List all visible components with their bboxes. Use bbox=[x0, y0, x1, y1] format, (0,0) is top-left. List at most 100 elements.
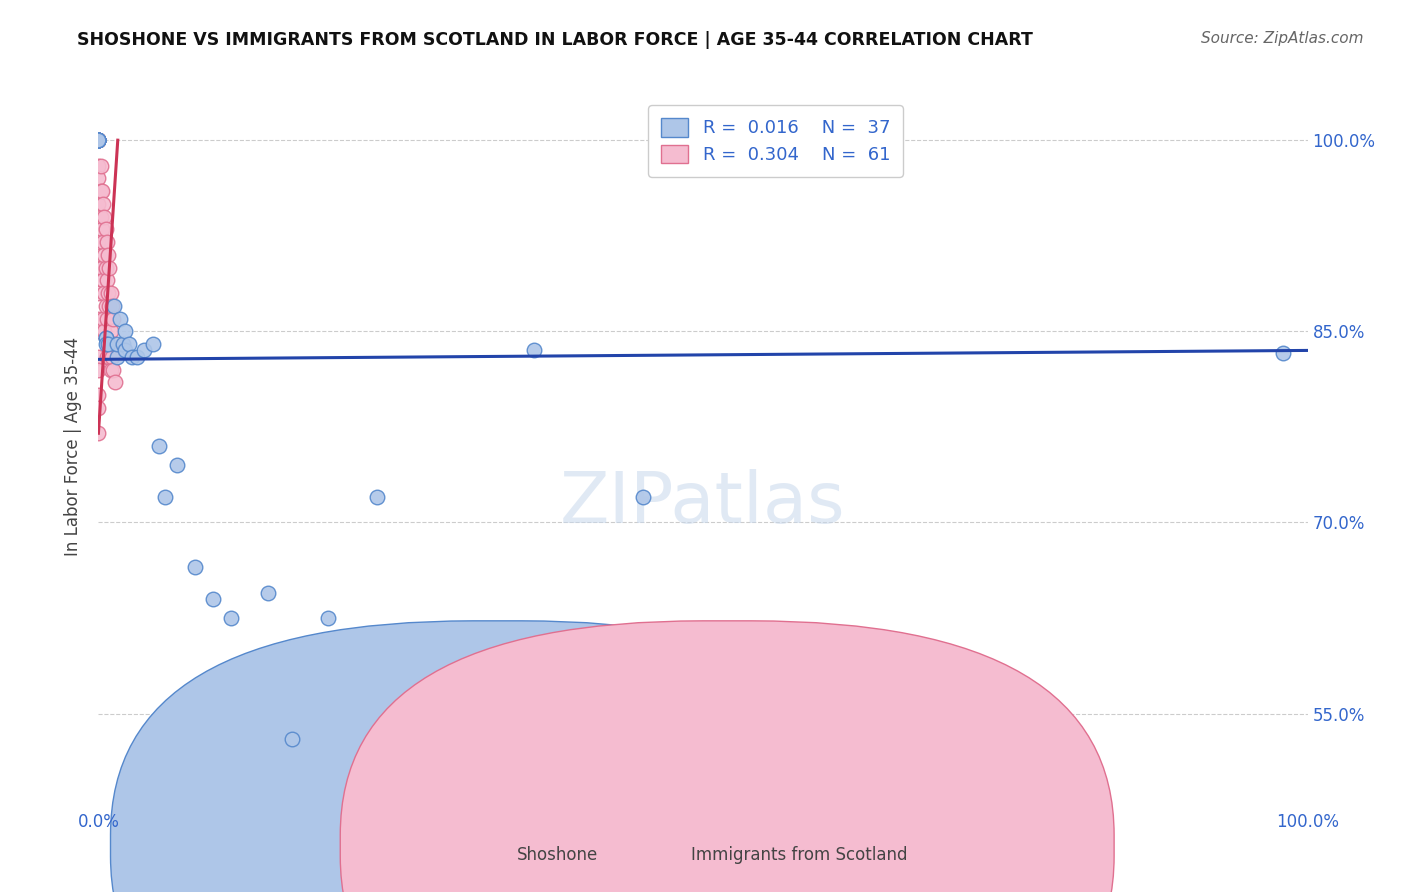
FancyBboxPatch shape bbox=[111, 621, 884, 892]
Point bbox=[100, 286, 122, 301]
Point bbox=[631, 490, 654, 504]
Point bbox=[98, 350, 121, 364]
Point bbox=[101, 311, 124, 326]
Point bbox=[91, 235, 114, 249]
Point bbox=[87, 133, 110, 147]
Point bbox=[96, 273, 118, 287]
Point bbox=[366, 490, 388, 504]
Point bbox=[100, 362, 122, 376]
Point bbox=[87, 133, 110, 147]
Point bbox=[87, 260, 110, 275]
Point bbox=[97, 286, 120, 301]
Point bbox=[98, 299, 121, 313]
Point bbox=[202, 591, 225, 606]
Point bbox=[87, 388, 110, 402]
Point bbox=[97, 337, 120, 351]
Point bbox=[118, 337, 141, 351]
Point bbox=[87, 133, 110, 147]
Point bbox=[87, 133, 110, 147]
Point bbox=[100, 299, 122, 313]
Point bbox=[90, 184, 112, 198]
Point bbox=[87, 401, 110, 415]
Point bbox=[87, 133, 110, 147]
Point bbox=[100, 324, 122, 338]
Point bbox=[87, 133, 110, 147]
Point bbox=[96, 235, 118, 249]
Point bbox=[87, 350, 110, 364]
Point bbox=[94, 260, 117, 275]
Point bbox=[93, 248, 115, 262]
Point bbox=[108, 311, 131, 326]
Text: Immigrants from Scotland: Immigrants from Scotland bbox=[692, 846, 908, 863]
Point bbox=[256, 585, 278, 599]
Point bbox=[87, 133, 110, 147]
Point bbox=[101, 362, 124, 376]
Point bbox=[87, 426, 110, 441]
Point bbox=[94, 299, 117, 313]
Point bbox=[87, 133, 110, 147]
Point bbox=[105, 350, 128, 364]
Text: 0.0%: 0.0% bbox=[77, 813, 120, 831]
Point bbox=[111, 337, 134, 351]
Point bbox=[91, 197, 114, 211]
Point bbox=[114, 343, 136, 358]
Point bbox=[94, 337, 117, 351]
Point bbox=[105, 337, 128, 351]
Point bbox=[87, 311, 110, 326]
Point bbox=[90, 159, 112, 173]
Point bbox=[91, 311, 114, 326]
Point bbox=[94, 331, 117, 345]
Point bbox=[94, 222, 117, 236]
Point bbox=[87, 171, 110, 186]
Point bbox=[98, 260, 121, 275]
Point bbox=[103, 299, 125, 313]
Point bbox=[221, 611, 243, 625]
Point bbox=[166, 458, 188, 472]
Point bbox=[97, 248, 120, 262]
Point bbox=[87, 197, 110, 211]
Point bbox=[96, 311, 118, 326]
Point bbox=[148, 439, 170, 453]
Point bbox=[142, 337, 165, 351]
Text: SHOSHONE VS IMMIGRANTS FROM SCOTLAND IN LABOR FORCE | AGE 35-44 CORRELATION CHAR: SHOSHONE VS IMMIGRANTS FROM SCOTLAND IN … bbox=[77, 31, 1033, 49]
Point bbox=[103, 337, 125, 351]
Point bbox=[87, 133, 110, 147]
Point bbox=[87, 286, 110, 301]
Point bbox=[523, 343, 546, 358]
Text: ZIPatlas: ZIPatlas bbox=[560, 468, 846, 538]
Point bbox=[87, 133, 110, 147]
Point bbox=[87, 133, 110, 147]
Point bbox=[87, 362, 110, 376]
Text: 100.0%: 100.0% bbox=[1277, 813, 1339, 831]
Y-axis label: In Labor Force | Age 35-44: In Labor Force | Age 35-44 bbox=[65, 336, 83, 556]
Point bbox=[87, 133, 110, 147]
Point bbox=[87, 133, 110, 147]
Point bbox=[94, 331, 117, 345]
Point bbox=[91, 184, 114, 198]
Point bbox=[87, 133, 110, 147]
Point bbox=[153, 490, 176, 504]
Point bbox=[87, 133, 110, 147]
Legend: R =  0.016    N =  37, R =  0.304    N =  61: R = 0.016 N = 37, R = 0.304 N = 61 bbox=[648, 105, 903, 177]
Point bbox=[91, 222, 114, 236]
Point bbox=[87, 324, 110, 338]
FancyBboxPatch shape bbox=[340, 621, 1114, 892]
Point bbox=[87, 159, 110, 173]
Point bbox=[184, 560, 207, 574]
Text: Shoshone: Shoshone bbox=[517, 846, 599, 863]
Point bbox=[316, 611, 339, 625]
Point bbox=[97, 337, 120, 351]
Point bbox=[87, 133, 110, 147]
Point bbox=[1272, 346, 1295, 360]
Point bbox=[114, 324, 136, 338]
Point bbox=[121, 350, 143, 364]
Point bbox=[91, 273, 114, 287]
Point bbox=[87, 133, 110, 147]
Point bbox=[93, 210, 115, 224]
Point bbox=[87, 133, 110, 147]
Point bbox=[87, 133, 110, 147]
Point bbox=[93, 286, 115, 301]
Point bbox=[91, 260, 114, 275]
Point bbox=[87, 133, 110, 147]
Point bbox=[90, 210, 112, 224]
